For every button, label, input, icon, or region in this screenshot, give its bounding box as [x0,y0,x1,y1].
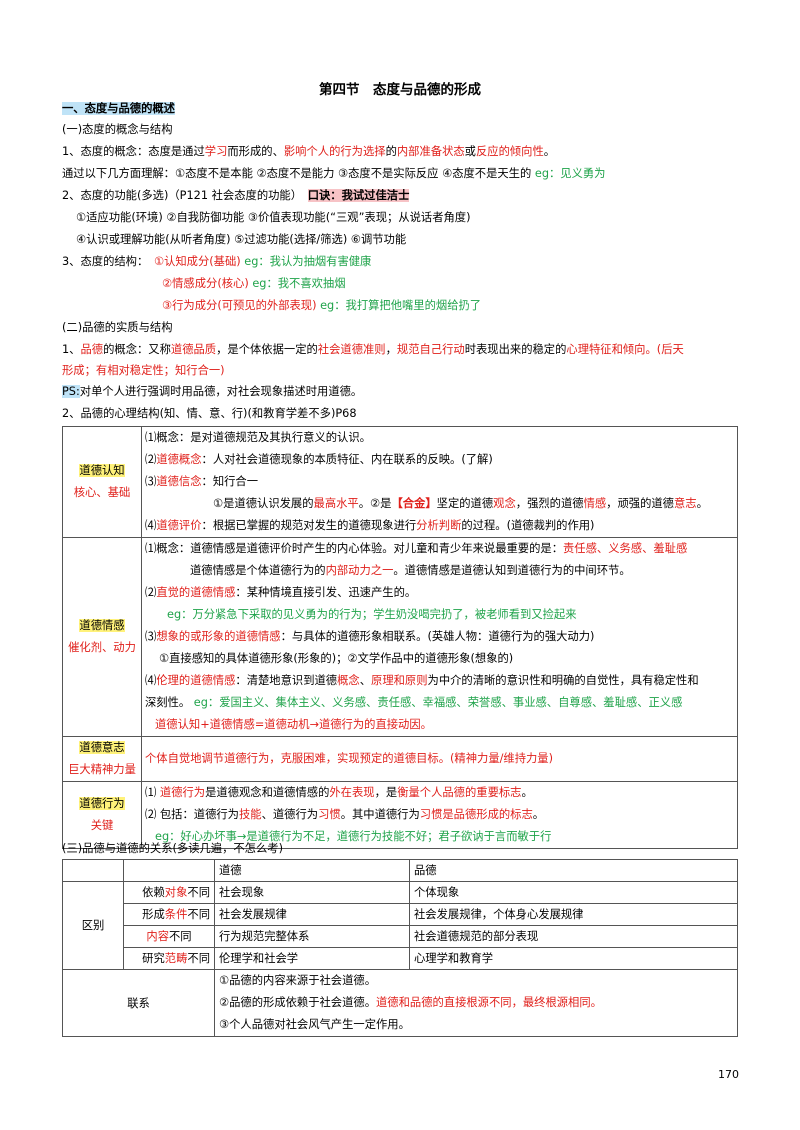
attitude-function: 2、态度的功能(多选)（P121 社会态度的功能） 口诀：我试过佳洁士 [62,189,410,202]
cell-emotion: 道德情感 催化剂、动力 [62,537,142,737]
relation-table: 道德 品德 区别 依赖对象不同 社会现象 个体现象 形成条件不同 社会发展规律 … [62,859,738,1037]
attitude-structure-3: ③行为成分(可预见的外部表现) eg：我打算把他嘴里的烟给扔了 [162,299,482,312]
subsection-2: (二)品德的实质与结构 [62,321,173,334]
page-title: 第四节 态度与品德的形成 [319,82,481,98]
subsection-1: (一)态度的概念与结构 [62,123,173,136]
psych-structure-table: 道德认知 核心、基础 ⑴概念：是对道德规范及其执行意义的认识。 ⑵道德概念：人对社… [62,426,738,849]
function-list-1: ①适应功能(环境) ②自我防御功能 ③价值表现功能(“三观”表现；从说话者角度) [76,211,471,224]
page-number: 170 [718,1068,739,1081]
cell-behavior: 道德行为 关键 [62,781,142,849]
morality-concept: 1、品德的概念：又称道德品质，是个体依据一定的社会道德准则，规范自己行动时表现出… [62,343,684,356]
cell-cognition: 道德认知 核心、基础 [62,426,142,538]
diff-label: 区别 [62,881,124,970]
ps-note: PS:对单个人进行强调时用品德，对社会现象描述时用道德。 [62,385,363,398]
subsection-3: (三)品德与道德的关系(多读几遍，不怎么考) [62,842,283,855]
attitude-understanding: 通过以下几方面理解：①态度不是本能 ②态度不是能力 ③态度不是实际反应 ④态度不… [62,167,606,180]
psych-structure-heading: 2、品德的心理结构(知、情、意、行)(和教育学差不多)P68 [62,407,357,420]
section-heading-1: 一、态度与品德的概述 [62,102,175,115]
cell-will: 道德意志 巨大精神力量 [62,736,142,782]
morality-concept-cont: 形成；有相对稳定性；知行合一) [62,364,225,377]
attitude-structure-1: 3、态度的结构： ①认知成分(基础) eg：我认为抽烟有害健康 [62,255,372,268]
attitude-structure-2: ②情感成分(核心) eg：我不喜欢抽烟 [162,277,346,290]
attitude-concept: 1、态度的概念：态度是通过学习而形成的、影响个人的行为选择的内部准备状态或反应的… [62,145,556,158]
function-list-2: ④认识或理解功能(从听者角度) ⑤过滤功能(选择/筛选) ⑥调节功能 [76,233,407,246]
link-label: 联系 [62,969,215,1037]
